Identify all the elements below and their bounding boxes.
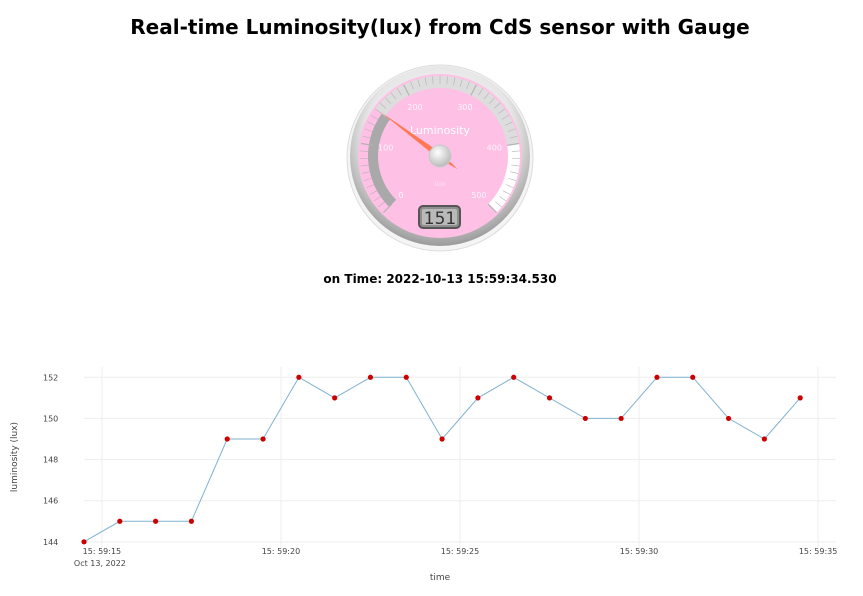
data-point [260, 436, 265, 441]
gauge-tick-label: 300 [457, 103, 472, 112]
timestamp-value: 2022-10-13 15:59:34.530 [386, 272, 556, 286]
x-tick-label: 15: 59:30 [620, 547, 658, 556]
data-point [762, 436, 767, 441]
gauge-tick-label: 0 [399, 191, 404, 200]
y-axis-ticks: 144 146 148 150 152 [43, 373, 58, 547]
y-tick-label: 150 [43, 414, 58, 423]
gauge-tick-label: 200 [407, 103, 422, 112]
data-point [726, 416, 731, 421]
data-point [404, 375, 409, 380]
y-tick-label: 152 [43, 373, 58, 382]
data-point [547, 395, 552, 400]
data-point [475, 395, 480, 400]
gauge-title: Luminosity [410, 124, 470, 137]
x-tick-label: 15: 59:35 [799, 547, 837, 556]
data-point [332, 395, 337, 400]
data-point [654, 375, 659, 380]
data-point [81, 539, 86, 544]
gauge-tick-label: 100 [378, 143, 393, 152]
timestamp-prefix: on Time: [323, 272, 386, 286]
x-axis-ticks: 15: 59:15 Oct 13, 2022 15: 59:20 15: 59:25 1… [74, 547, 837, 568]
x-tick-label: 15: 59:25 [441, 547, 479, 556]
data-point [225, 436, 230, 441]
gauge-hub [429, 145, 451, 167]
gauge-svg: 0 100 200 300 400 500 Luminosity lux 151 [340, 58, 540, 253]
x-tick-date: Oct 13, 2022 [74, 559, 126, 568]
x-tick-label: 15: 59:15 [83, 547, 121, 556]
y-axis-label: luminosity (lux) [10, 422, 20, 492]
data-point [619, 416, 624, 421]
data-point [368, 375, 373, 380]
y-tick-label: 146 [43, 497, 58, 506]
timestamp-line: on Time: 2022-10-13 15:59:34.530 [0, 272, 863, 286]
x-axis-label: time [430, 573, 451, 583]
gauge-unit: lux [435, 180, 446, 188]
gauge-tick-label: 400 [487, 143, 502, 152]
data-point [511, 375, 516, 380]
data-point [189, 519, 194, 524]
data-point [798, 395, 803, 400]
gauge-value-readout: 151 [424, 209, 456, 229]
data-point [117, 519, 122, 524]
gauge-tick-label: 500 [471, 191, 486, 200]
data-point [153, 519, 158, 524]
y-tick-label: 144 [43, 538, 58, 547]
data-point [583, 416, 588, 421]
data-point [296, 375, 301, 380]
luminosity-gauge: 0 100 200 300 400 500 Luminosity lux 151 [340, 58, 540, 253]
page-title: Real-time Luminosity(lux) from CdS senso… [0, 15, 863, 39]
chart-grid [84, 367, 836, 548]
data-point [439, 436, 444, 441]
y-tick-label: 148 [43, 456, 58, 465]
x-tick-label: 15: 59:20 [262, 547, 300, 556]
data-point [690, 375, 695, 380]
